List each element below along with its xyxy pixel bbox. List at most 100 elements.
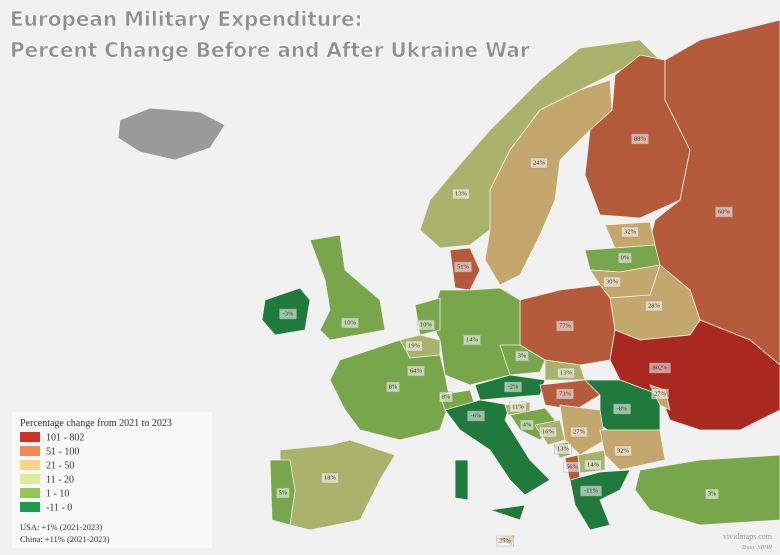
country bbox=[489, 504, 526, 521]
note: USA: +1% (2021-2023) bbox=[20, 522, 102, 532]
country bbox=[444, 399, 551, 496]
legend-label: -11 - 0 bbox=[46, 503, 72, 514]
country-label: 5% bbox=[279, 489, 288, 496]
label-box bbox=[496, 535, 514, 547]
label-box bbox=[554, 443, 572, 455]
label-box bbox=[439, 391, 453, 403]
label-box bbox=[530, 157, 548, 169]
legend-label: 21 - 50 bbox=[46, 461, 74, 472]
label-box bbox=[631, 133, 649, 145]
country-label: 13% bbox=[560, 369, 573, 376]
legend-swatch bbox=[20, 474, 40, 484]
country bbox=[309, 234, 386, 341]
country-label: 51% bbox=[457, 263, 470, 270]
country-label: 27% bbox=[654, 390, 667, 397]
label-box bbox=[715, 206, 733, 218]
legend-title: Percentage change from 2021 to 2023 bbox=[20, 418, 172, 429]
label-box bbox=[515, 350, 529, 362]
label-box bbox=[651, 388, 669, 400]
source: Data: SIPRI bbox=[741, 545, 773, 551]
legend-label: 51 - 100 bbox=[46, 447, 79, 458]
country-label: 0% bbox=[621, 254, 630, 261]
country-label: 30% bbox=[606, 278, 619, 285]
country-label: 13% bbox=[455, 190, 468, 197]
country-label: 27% bbox=[573, 428, 586, 435]
country-label: 56% bbox=[566, 463, 579, 470]
country bbox=[419, 39, 661, 249]
country-label: -8% bbox=[617, 405, 628, 412]
label-box bbox=[570, 426, 588, 438]
label-box bbox=[467, 410, 485, 422]
country bbox=[569, 469, 631, 531]
label-box bbox=[454, 261, 472, 273]
country-label: -11% bbox=[584, 487, 598, 494]
label-box bbox=[279, 308, 297, 320]
label-box bbox=[276, 487, 290, 499]
legend-label: 1 - 10 bbox=[46, 489, 69, 500]
country-label: 13% bbox=[557, 445, 570, 452]
label-box bbox=[539, 426, 557, 438]
country-label: -3% bbox=[283, 310, 294, 317]
country-label: 4% bbox=[523, 421, 532, 428]
title-line-1: European Military Expenditure: bbox=[10, 7, 363, 31]
legend: 101 - 802 51 - 100 21 - 50 11 - 20 1 - 10 -11… bbox=[20, 432, 84, 514]
country-label: 10% bbox=[420, 321, 433, 328]
country-label: 64% bbox=[410, 367, 423, 374]
country bbox=[454, 459, 469, 501]
label-box bbox=[452, 188, 470, 200]
country-label: 60% bbox=[718, 208, 731, 215]
label-box bbox=[386, 381, 400, 393]
legend-swatch bbox=[20, 446, 40, 456]
country-label: 8% bbox=[389, 383, 398, 390]
legend-swatch bbox=[20, 460, 40, 470]
legend-label: 11 - 20 bbox=[46, 475, 74, 486]
country-label: 32% bbox=[617, 447, 630, 454]
label-box bbox=[603, 276, 621, 288]
country bbox=[117, 107, 226, 161]
label-box bbox=[563, 461, 581, 473]
legend-label: 101 - 802 bbox=[46, 433, 84, 444]
label-box bbox=[405, 340, 423, 352]
country-label: -6% bbox=[471, 412, 482, 419]
country-label: 8% bbox=[442, 393, 451, 400]
label-box bbox=[614, 445, 632, 457]
label-box bbox=[463, 334, 481, 346]
label-box bbox=[580, 485, 602, 497]
label-box bbox=[613, 403, 631, 415]
label-box bbox=[645, 300, 663, 312]
site: vividmaps.com bbox=[723, 532, 773, 541]
label-box bbox=[504, 381, 522, 393]
label-box bbox=[341, 317, 359, 329]
country-label: 16% bbox=[542, 428, 555, 435]
label-box bbox=[618, 252, 632, 264]
country-label: 73% bbox=[559, 390, 572, 397]
country bbox=[599, 429, 666, 471]
label-box bbox=[705, 488, 719, 500]
legend-bg bbox=[12, 412, 212, 548]
country-label: 3% bbox=[708, 490, 717, 497]
country-label: 32% bbox=[624, 228, 637, 235]
legend-swatch bbox=[20, 432, 40, 442]
label-box bbox=[556, 320, 574, 332]
label-box bbox=[407, 365, 425, 377]
note: China: +11% (2021-2023) bbox=[20, 534, 110, 544]
label-box bbox=[321, 472, 339, 484]
label-box bbox=[557, 367, 575, 379]
country-label: 802% bbox=[652, 364, 668, 371]
country-label: 19% bbox=[408, 342, 421, 349]
label-box bbox=[520, 419, 534, 431]
country-label: 24% bbox=[533, 159, 546, 166]
country-label: 77% bbox=[559, 322, 572, 329]
labels: 13% 24% 88% 60% 32% 0% 30% 51% 28% 77% -3% 10% 10% 19… bbox=[276, 133, 733, 547]
label-box bbox=[649, 362, 671, 374]
country-label: -2% bbox=[508, 383, 519, 390]
country-label: 11% bbox=[512, 403, 524, 410]
country-label: 14% bbox=[587, 461, 600, 468]
label-box bbox=[621, 226, 639, 238]
legend-swatch bbox=[20, 488, 40, 498]
label-box bbox=[417, 319, 435, 331]
country-label: 3% bbox=[518, 352, 527, 359]
country-label: 25% bbox=[499, 537, 512, 544]
country-label: 88% bbox=[634, 135, 647, 142]
